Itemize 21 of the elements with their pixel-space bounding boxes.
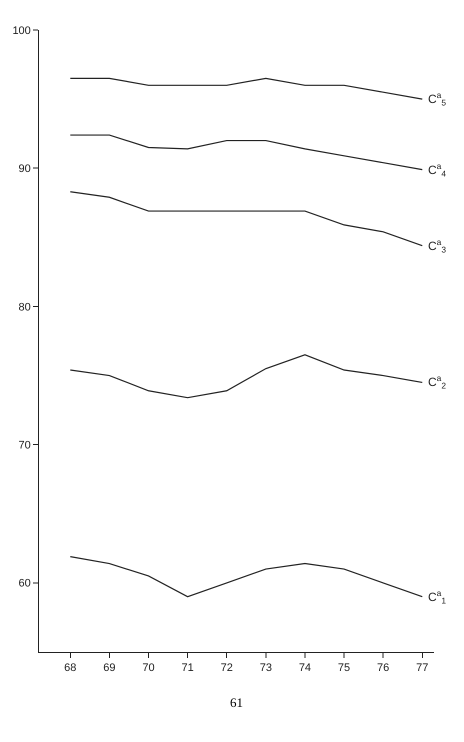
line-series [70,354,423,398]
line-series [70,191,423,246]
x-tick-label: 76 [377,662,390,674]
y-tick-label: 100 [12,24,31,37]
x-tick-label: 70 [142,662,155,674]
x-tick-label: 72 [220,662,233,674]
x-tick-label: 68 [64,662,76,674]
x-tick-label: 77 [416,662,428,674]
x-tick-label: 71 [181,662,194,674]
x-tick-label: 74 [298,662,312,674]
x-tick-label: 75 [338,662,350,674]
line-series [70,134,423,170]
line-series [70,78,423,100]
y-tick-label: 60 [18,578,31,590]
line-series [70,556,423,598]
x-tick-label: 69 [103,662,116,674]
y-tick-label: 80 [18,301,31,314]
text: 61 [230,695,243,710]
x-tick-label: 73 [260,662,272,674]
y-tick-label: 70 [18,440,31,452]
y-tick-label: 90 [18,163,31,176]
